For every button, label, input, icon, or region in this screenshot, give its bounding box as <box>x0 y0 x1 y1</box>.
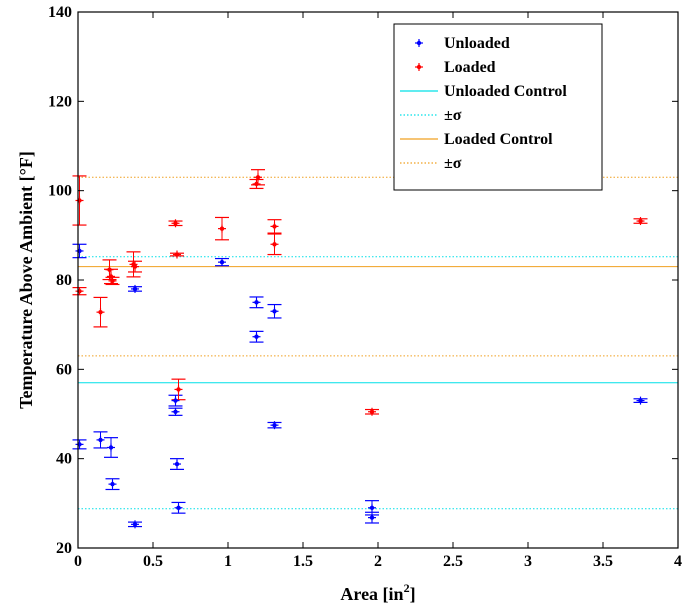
legend-loaded-marker <box>415 63 423 71</box>
legend-unloaded-sigma-label: ±σ <box>444 107 462 124</box>
data-point-unloaded-5 <box>131 520 139 529</box>
data-point-unloaded-3 <box>107 443 115 452</box>
data-point-unloaded-11 <box>218 258 226 267</box>
reference-lines-layer <box>78 176 678 510</box>
x-tick-label-6: 3 <box>524 553 532 570</box>
x-axis-label-close: ] <box>410 584 416 604</box>
legend-entry-unloaded: Unloaded <box>415 35 510 52</box>
data-point-unloaded-2 <box>96 435 105 444</box>
legend-entry-loaded-sigma: ±σ <box>400 155 462 172</box>
data-point-unloaded-8 <box>171 407 180 416</box>
data-point-loaded-8 <box>171 219 180 228</box>
data-point-loaded-10 <box>174 385 183 394</box>
data-point-loaded-16 <box>368 407 376 416</box>
data-point-unloaded-16 <box>368 503 376 512</box>
x-axis-label: Area [in2] <box>340 581 415 604</box>
x-axis-label-sup: 2 <box>404 581 410 595</box>
y-tick-label-5: 120 <box>48 93 72 110</box>
error-bars-layer <box>72 169 648 528</box>
y-axis-ticks: 20 40 60 80 100 120 140 <box>48 4 678 557</box>
legend-unloaded-marker <box>415 39 423 47</box>
data-point-loaded-7 <box>131 262 139 271</box>
legend: Unloaded Loaded Unloaded Control ±σ Load… <box>393 23 603 191</box>
y-tick-label-0: 20 <box>56 540 72 557</box>
data-point-loaded-5 <box>108 276 117 285</box>
data-point-loaded-11 <box>218 224 226 233</box>
x-tick-label-2: 1 <box>224 553 232 570</box>
data-point-unloaded-10 <box>174 503 183 512</box>
data-point-loaded-1 <box>75 287 84 296</box>
x-tick-label-3: 1.5 <box>293 553 313 570</box>
legend-loaded-label: Loaded <box>444 59 496 76</box>
data-point-loaded-17 <box>636 217 645 226</box>
data-point-unloaded-14 <box>270 307 279 316</box>
x-tick-label-5: 2.5 <box>443 553 463 570</box>
x-tick-label-0: 0 <box>74 553 82 570</box>
x-tick-label-8: 4 <box>674 553 682 570</box>
data-point-loaded-2 <box>96 308 105 317</box>
data-point-unloaded-0 <box>75 246 84 255</box>
legend-loaded-control-label: Loaded Control <box>444 131 553 148</box>
y-tick-label-6: 140 <box>48 4 72 21</box>
legend-entry-unloaded-control: Unloaded Control <box>400 83 567 100</box>
data-point-unloaded-17 <box>368 513 376 522</box>
y-tick-label-4: 100 <box>48 183 72 200</box>
x-tick-label-7: 3.5 <box>593 553 613 570</box>
legend-loaded-sigma-label: ±σ <box>444 155 462 172</box>
data-points-layer <box>75 173 645 529</box>
legend-unloaded-symbol <box>415 39 423 47</box>
data-point-loaded-3 <box>105 265 114 274</box>
data-point-loaded-13 <box>254 173 262 182</box>
data-point-loaded-9 <box>173 250 181 259</box>
legend-entry-unloaded-sigma: ±σ <box>400 107 462 124</box>
legend-entry-loaded-control: Loaded Control <box>400 131 553 148</box>
data-point-unloaded-7 <box>171 396 180 405</box>
legend-unloaded-label: Unloaded <box>444 35 510 52</box>
data-point-unloaded-4 <box>108 480 117 489</box>
data-point-unloaded-18 <box>636 396 645 405</box>
data-point-loaded-15 <box>270 240 279 249</box>
data-point-unloaded-9 <box>173 460 181 469</box>
data-point-unloaded-6 <box>131 284 139 293</box>
data-point-unloaded-1 <box>75 440 84 449</box>
legend-box <box>393 23 603 191</box>
y-axis-label: Temperature Above Ambient [°F] <box>16 151 36 409</box>
data-point-loaded-12 <box>252 179 261 188</box>
y-tick-label-1: 40 <box>56 451 72 468</box>
data-point-unloaded-13 <box>252 332 261 341</box>
data-point-unloaded-12 <box>252 298 261 307</box>
data-point-unloaded-15 <box>270 421 279 430</box>
data-point-loaded-0 <box>75 196 84 205</box>
x-axis-ticks: 0 0.5 1 1.5 2 2.5 3 3.5 4 <box>74 12 682 570</box>
legend-loaded-symbol <box>415 63 423 71</box>
x-tick-label-4: 2 <box>374 553 382 570</box>
y-tick-label-2: 60 <box>56 361 72 378</box>
x-axis-label-main: Area [in <box>340 584 403 604</box>
data-point-loaded-14 <box>270 222 279 231</box>
y-tick-label-3: 80 <box>56 272 72 289</box>
legend-entry-loaded: Loaded <box>415 59 496 76</box>
legend-unloaded-control-label: Unloaded Control <box>444 83 567 100</box>
x-tick-label-1: 0.5 <box>143 553 163 570</box>
